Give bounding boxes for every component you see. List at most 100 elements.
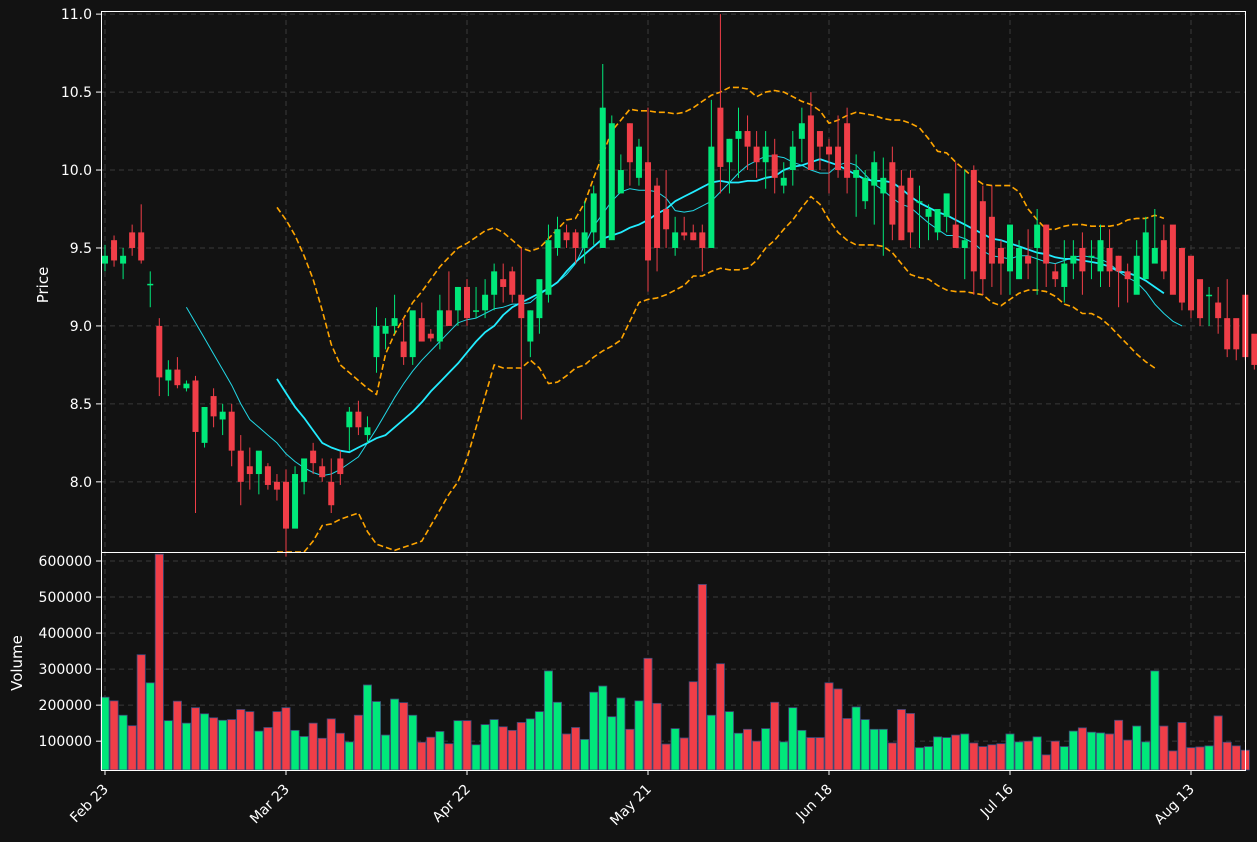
volume-bar [109, 700, 119, 771]
volume-bar [1141, 741, 1151, 771]
candle-body [310, 450, 317, 464]
volume-bar [543, 670, 553, 771]
volume-bar [1041, 754, 1051, 771]
candle-body [138, 232, 145, 261]
volume-bar [444, 743, 454, 771]
volume-bar [399, 702, 409, 771]
volume-bar [163, 720, 173, 771]
volume-bar [951, 734, 961, 771]
candle-body [174, 369, 181, 386]
candle-body [708, 146, 715, 248]
volume-bar [453, 720, 463, 771]
volume-bar [1195, 746, 1205, 771]
volume-bar [1114, 719, 1124, 771]
volume-bar [752, 740, 762, 771]
candle-body [264, 466, 271, 485]
bollinger-lower-line [277, 195, 1156, 553]
volume-bar [851, 706, 861, 771]
volume-bar [435, 731, 445, 771]
volume-bar [743, 728, 753, 771]
candle-body [762, 146, 769, 163]
volume-bar [905, 713, 915, 771]
volume-bars [100, 553, 1250, 771]
volume-bar [272, 711, 282, 771]
volume-bar [860, 719, 870, 771]
volume-bar [643, 657, 653, 771]
volume-bar [824, 682, 834, 771]
candle-body [979, 201, 986, 280]
volume-tick-label: 100000 [39, 734, 92, 750]
candle-body [645, 162, 651, 261]
candle-body [427, 333, 434, 339]
candle-body [1251, 333, 1257, 365]
candle-body [129, 232, 136, 248]
candle-body [156, 325, 163, 378]
candle-body [1079, 247, 1086, 272]
candle-body [970, 170, 977, 272]
volume-bar [417, 741, 427, 771]
candle-body [699, 232, 706, 248]
candle-body [608, 123, 615, 241]
candle-body [1007, 224, 1013, 272]
volume-bar [715, 663, 725, 771]
volume-bar [1186, 747, 1196, 771]
candle-body [147, 283, 154, 286]
volume-bar [209, 717, 219, 771]
volume-bar [969, 742, 979, 771]
volume-bar [634, 700, 644, 771]
candle-body [590, 193, 597, 233]
price-tick-label: 9.5 [70, 241, 92, 257]
candle-body [1133, 255, 1140, 295]
price-tick-label: 8.0 [70, 475, 92, 491]
volume-tick-label: 300000 [39, 662, 92, 678]
candles [102, 14, 1257, 557]
volume-bar [1014, 741, 1024, 771]
candle-body [726, 138, 733, 163]
volume-tick-label: 200000 [39, 698, 92, 714]
candle-body [572, 232, 579, 248]
candle-body [228, 411, 235, 451]
volume-bar [254, 730, 264, 771]
candle-body [1160, 240, 1167, 272]
volume-bar [426, 736, 436, 771]
volume-bar [371, 701, 381, 771]
candle-body [210, 396, 217, 417]
volume-bar [317, 737, 327, 771]
volume-bar [1096, 732, 1106, 771]
candle-body [292, 474, 299, 529]
candle-body [500, 279, 507, 287]
candle-body [1206, 294, 1213, 297]
volume-bar [770, 701, 780, 771]
candle-body [898, 185, 905, 241]
candle-body [1115, 255, 1122, 272]
volume-bar [625, 728, 635, 771]
candle-body [1052, 271, 1059, 280]
volume-bar [833, 688, 843, 771]
volume-bar [471, 744, 481, 771]
volume-bar [263, 727, 273, 771]
volume-panel-frame [101, 552, 1246, 771]
volume-bar [915, 747, 925, 771]
volume-bar [299, 736, 309, 771]
volume-bar [480, 724, 490, 771]
volume-bar [1123, 739, 1133, 771]
candle-body [391, 318, 398, 326]
candle-body [1169, 224, 1176, 295]
candle-body [1025, 255, 1032, 264]
candle-body [491, 271, 498, 295]
volume-bar [1077, 727, 1087, 771]
price-axis-title: Price [34, 267, 52, 304]
volume-bar [344, 741, 354, 771]
candle-body [1106, 247, 1113, 272]
candle-body [409, 310, 416, 358]
candle-body [165, 369, 172, 381]
candle-body [816, 131, 823, 147]
candle-body [255, 450, 262, 475]
volume-bar [987, 744, 997, 771]
candle-body [518, 294, 525, 319]
candle-body [1061, 263, 1068, 287]
candle-body [545, 240, 552, 295]
volume-bar [218, 719, 228, 771]
candle-body [835, 146, 842, 171]
volume-bar [498, 726, 508, 771]
